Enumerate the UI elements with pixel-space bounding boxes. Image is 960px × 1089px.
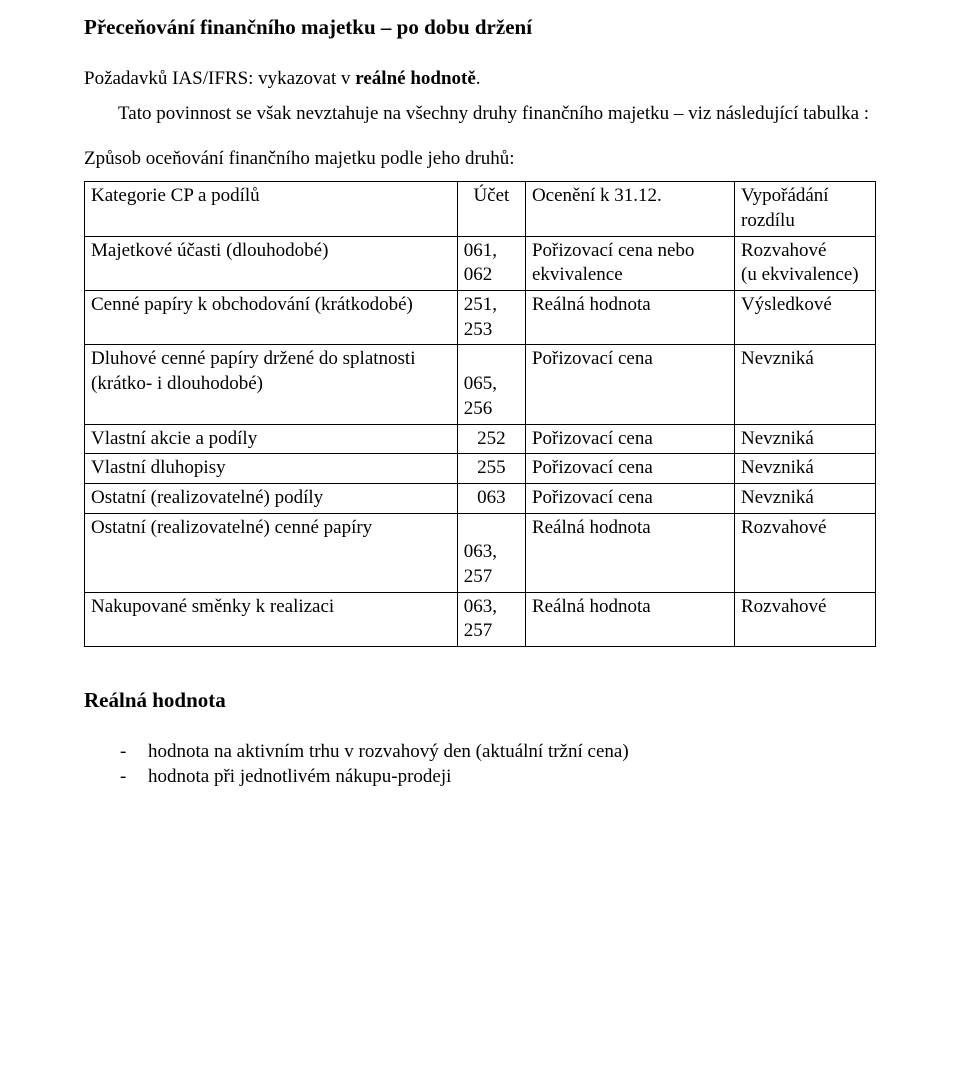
cell: Vlastní dluhopisy — [85, 454, 458, 484]
cell: 063 — [457, 483, 525, 513]
intro-line-2: Tato povinnost se však nevztahuje na vše… — [84, 102, 876, 127]
table-row: Nakupované směnky k realizaci 063, 257 R… — [85, 592, 876, 646]
cell: 063, 257 — [457, 592, 525, 646]
table-row: Ostatní (realizovatelné) cenné papíry 06… — [85, 513, 876, 592]
cell: Nevzniká — [735, 424, 876, 454]
intro-suffix: . — [476, 68, 481, 89]
cell: Pořizovací cena — [525, 483, 734, 513]
cell: Reálná hodnota — [525, 513, 734, 592]
page: Přeceňování finančního majetku – po dobu… — [0, 0, 960, 1089]
table-header-row: Kategorie CP a podílů Účet Ocenění k 31.… — [85, 182, 876, 236]
cell: 255 — [457, 454, 525, 484]
cell: 065, 256 — [457, 345, 525, 424]
cell: Majetkové účasti (dlouhodobé) — [85, 236, 458, 290]
cell: 252 — [457, 424, 525, 454]
cell: Nevzniká — [735, 345, 876, 424]
list-item: hodnota při jednotlivém nákupu-prodeji — [148, 765, 876, 790]
table-row: Vlastní akcie a podíly 252 Pořizovací ce… — [85, 424, 876, 454]
cell: Ostatní (realizovatelné) podíly — [85, 483, 458, 513]
table-row: Cenné papíry k obchodování (krátkodobé) … — [85, 291, 876, 345]
cell: Reálná hodnota — [525, 592, 734, 646]
cell: Výsledkové — [735, 291, 876, 345]
cell: Ostatní (realizovatelné) cenné papíry — [85, 513, 458, 592]
cell: 251, 253 — [457, 291, 525, 345]
page-title: Přeceňování finančního majetku – po dobu… — [84, 14, 876, 41]
cell: 061, 062 — [457, 236, 525, 290]
cell: 063, 257 — [457, 513, 525, 592]
col-header: Účet — [457, 182, 525, 236]
bullet-list: hodnota na aktivním trhu v rozvahový den… — [84, 740, 876, 789]
cell: Nevzniká — [735, 483, 876, 513]
cell: Pořizovací cena nebo ekvivalence — [525, 236, 734, 290]
section-title: Reálná hodnota — [84, 687, 876, 714]
table-caption: Způsob oceňování finančního majetku podl… — [84, 147, 876, 172]
cell: Dluhové cenné papíry držené do splatnost… — [85, 345, 458, 424]
col-header: Vypořádání rozdílu — [735, 182, 876, 236]
intro-prefix: Požadavků IAS/IFRS: vykazovat v — [84, 68, 355, 89]
table-row: Ostatní (realizovatelné) podíly 063 Poři… — [85, 483, 876, 513]
cell: Pořizovací cena — [525, 424, 734, 454]
cell: Rozvahové — [735, 592, 876, 646]
table-row: Vlastní dluhopisy 255 Pořizovací cena Ne… — [85, 454, 876, 484]
table-row: Dluhové cenné papíry držené do splatnost… — [85, 345, 876, 424]
valuation-table: Kategorie CP a podílů Účet Ocenění k 31.… — [84, 181, 876, 647]
cell: Rozvahové (u ekvivalence) — [735, 236, 876, 290]
list-item: hodnota na aktivním trhu v rozvahový den… — [148, 740, 876, 765]
intro-bold: reálné hodnotě — [355, 68, 476, 89]
cell: Cenné papíry k obchodování (krátkodobé) — [85, 291, 458, 345]
col-header: Ocenění k 31.12. — [525, 182, 734, 236]
intro-line-1: Požadavků IAS/IFRS: vykazovat v reálné h… — [84, 67, 876, 92]
cell: Vlastní akcie a podíly — [85, 424, 458, 454]
col-header: Kategorie CP a podílů — [85, 182, 458, 236]
cell: Nevzniká — [735, 454, 876, 484]
cell: Rozvahové — [735, 513, 876, 592]
cell: Pořizovací cena — [525, 454, 734, 484]
cell: Pořizovací cena — [525, 345, 734, 424]
cell: Nakupované směnky k realizaci — [85, 592, 458, 646]
table-row: Majetkové účasti (dlouhodobé) 061, 062 P… — [85, 236, 876, 290]
cell: Reálná hodnota — [525, 291, 734, 345]
